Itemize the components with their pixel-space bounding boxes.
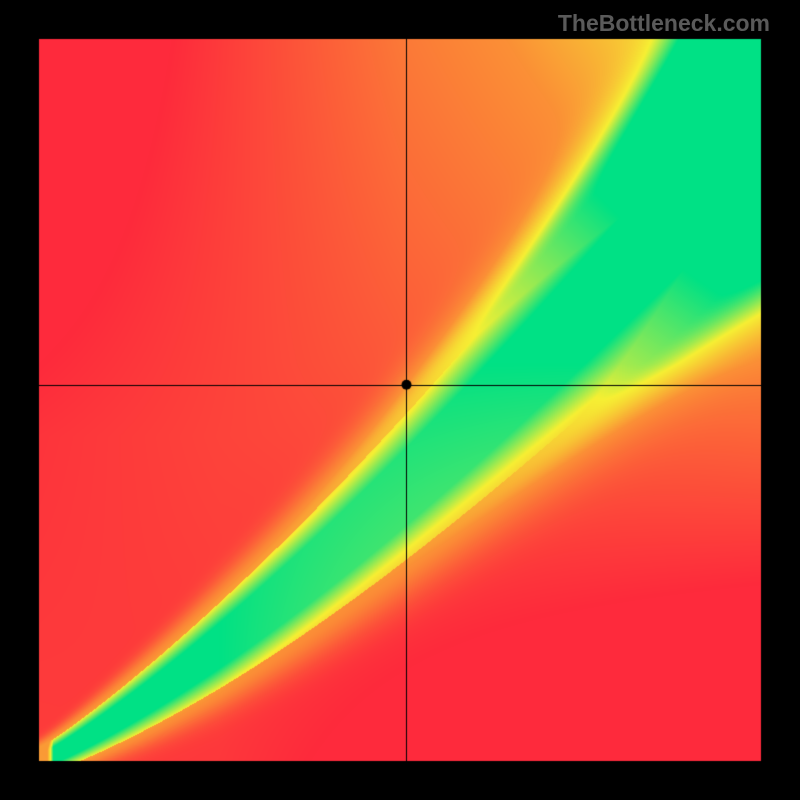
watermark-text: TheBottleneck.com [558, 10, 770, 37]
chart-container: { "watermark": { "text": "TheBottleneck.… [0, 0, 800, 800]
bottleneck-heatmap [0, 0, 800, 800]
